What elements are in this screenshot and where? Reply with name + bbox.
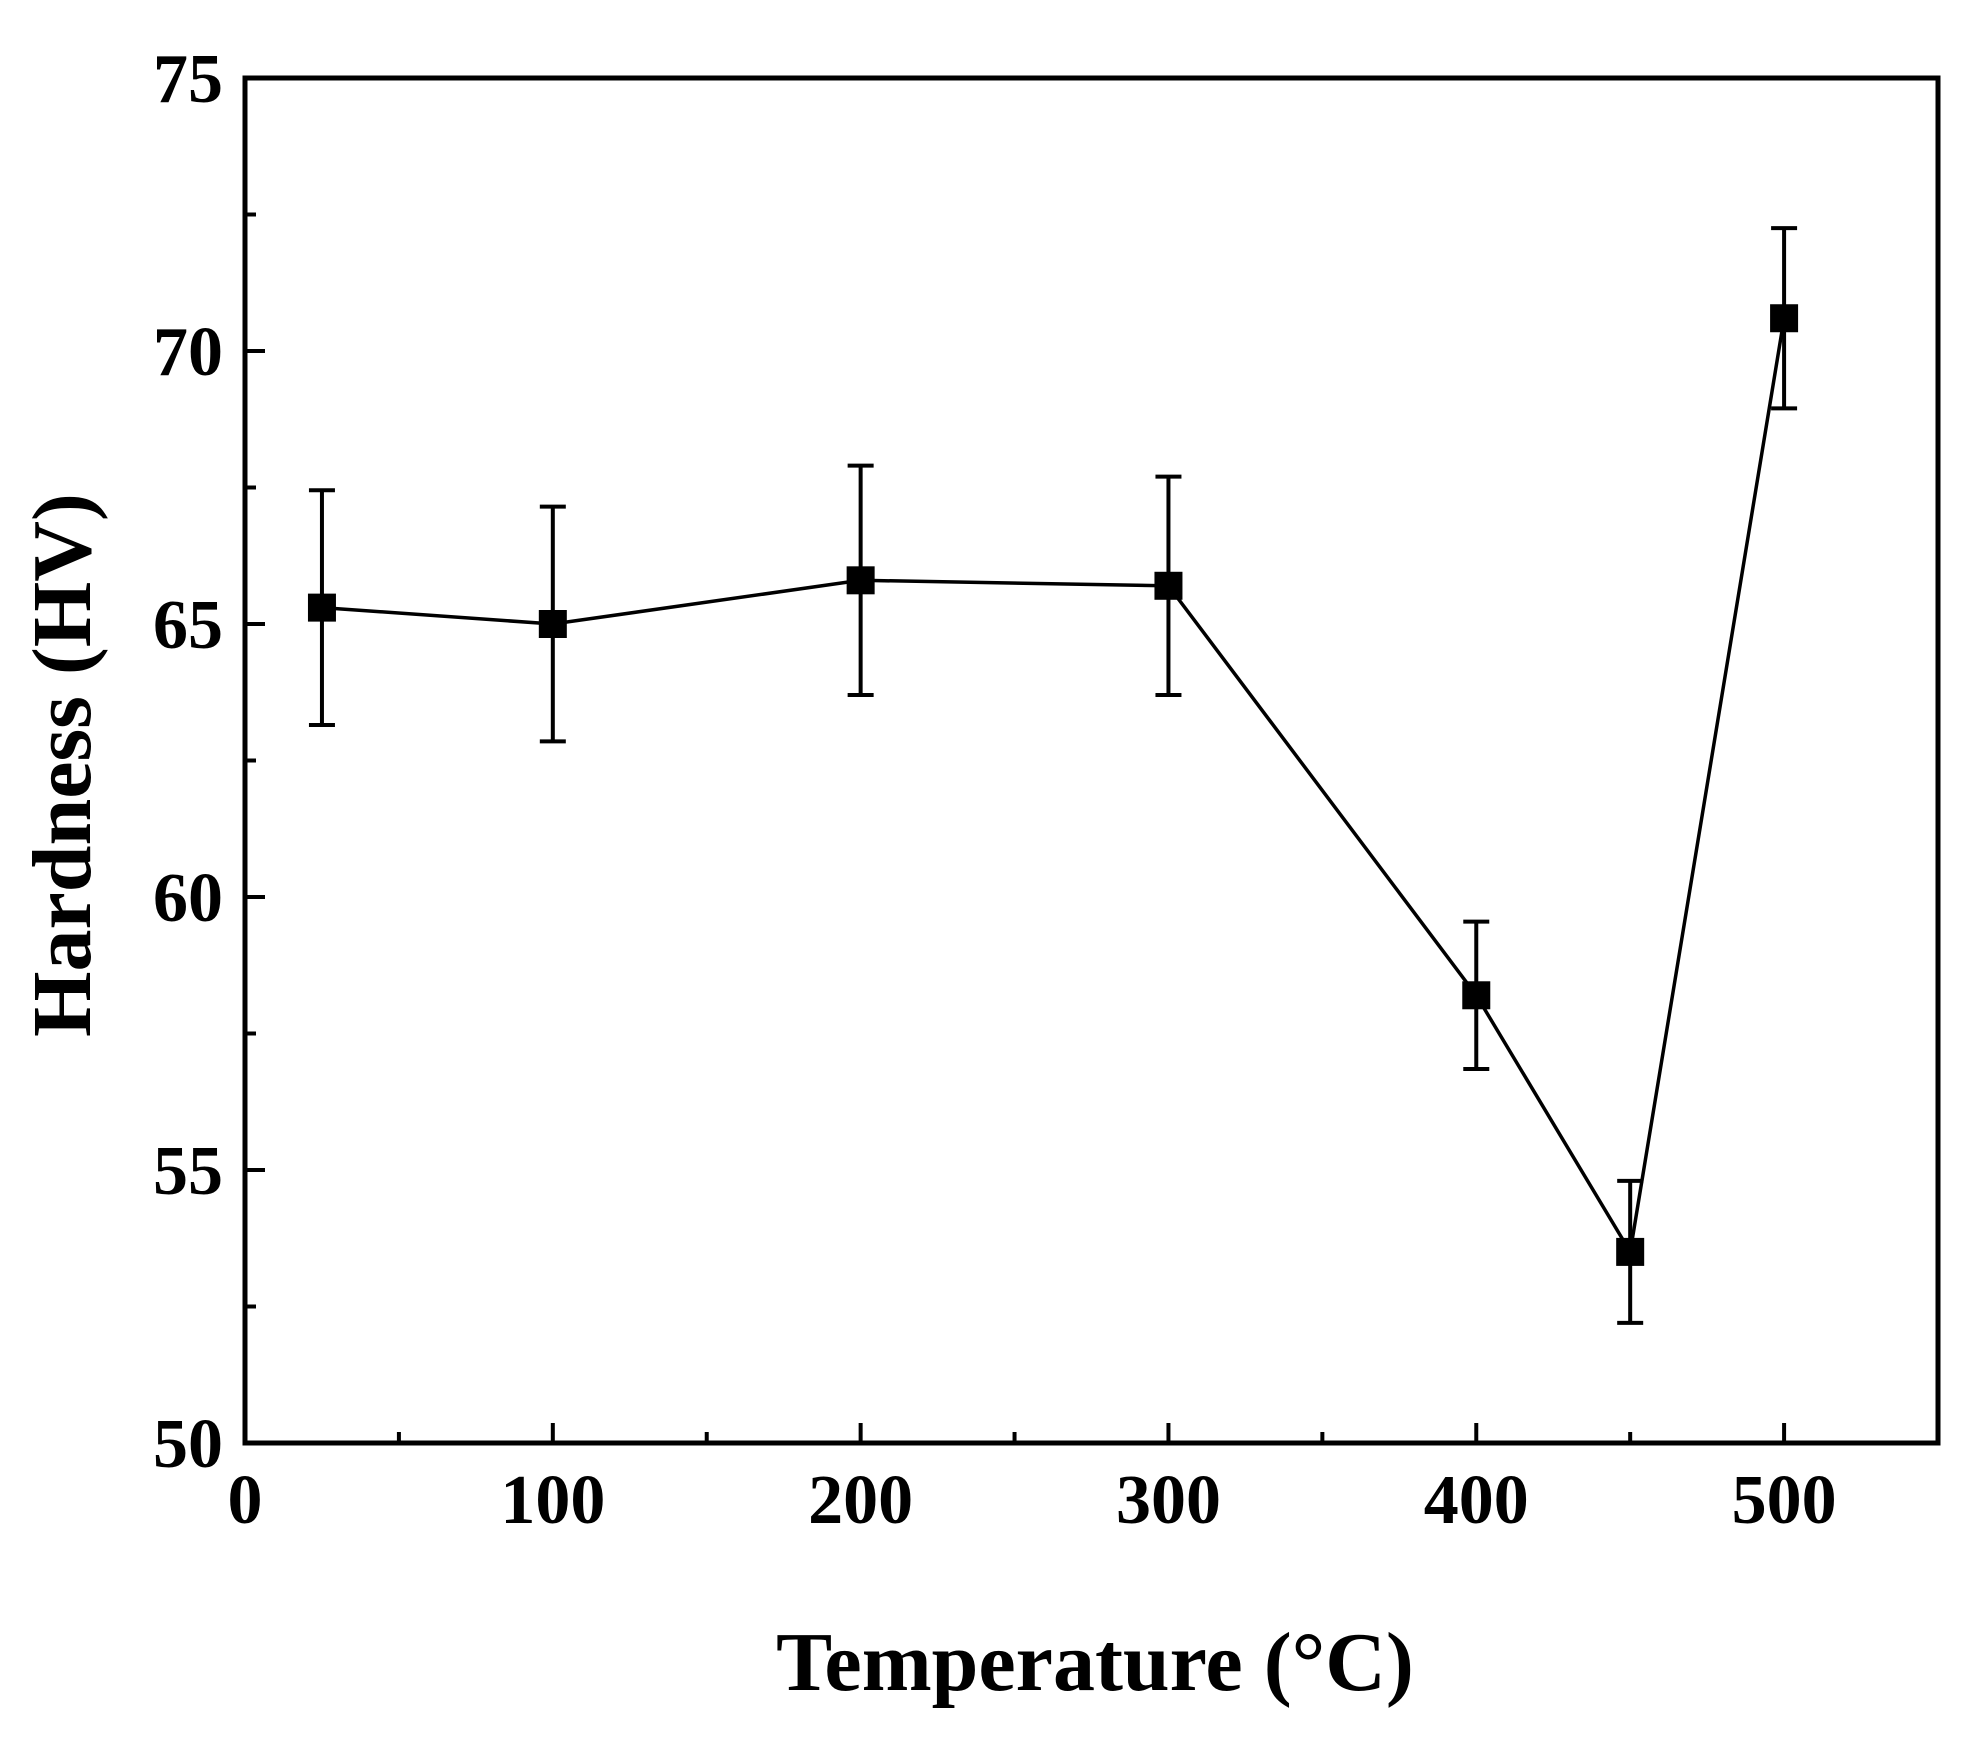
y-axis-title: Hardness (HV) [16, 493, 109, 1037]
x-tick-label: 0 [228, 1462, 263, 1539]
data-point-marker [1770, 304, 1799, 333]
x-tick-label: 300 [1116, 1462, 1221, 1539]
data-point-marker [1462, 981, 1491, 1010]
y-tick-label: 50 [153, 1406, 223, 1483]
series-layer [307, 226, 1799, 1325]
x-tick-label: 200 [808, 1462, 913, 1539]
data-point-marker [1154, 571, 1183, 600]
y-tick-label: 55 [153, 1133, 223, 1210]
x-axis-title: Temperature (°C) [776, 1616, 1414, 1709]
data-point-marker [1616, 1237, 1645, 1266]
axes-layer: 0 100 200 300 400 500 50 55 60 65 70 75 [153, 41, 1941, 1539]
data-point-marker [307, 593, 336, 622]
plot-frame [242, 75, 1941, 1446]
x-tick-label: 400 [1424, 1462, 1529, 1539]
series-line [321, 317, 1786, 1257]
y-tick-label: 75 [153, 41, 223, 118]
y-tick-label: 65 [153, 587, 223, 664]
y-tick-label: 60 [153, 860, 223, 937]
data-point-marker [538, 610, 567, 638]
x-tick-label: 500 [1732, 1462, 1837, 1539]
data-point-marker [846, 566, 875, 595]
x-tick-label: 100 [500, 1462, 605, 1539]
y-tick-label: 70 [153, 314, 223, 391]
